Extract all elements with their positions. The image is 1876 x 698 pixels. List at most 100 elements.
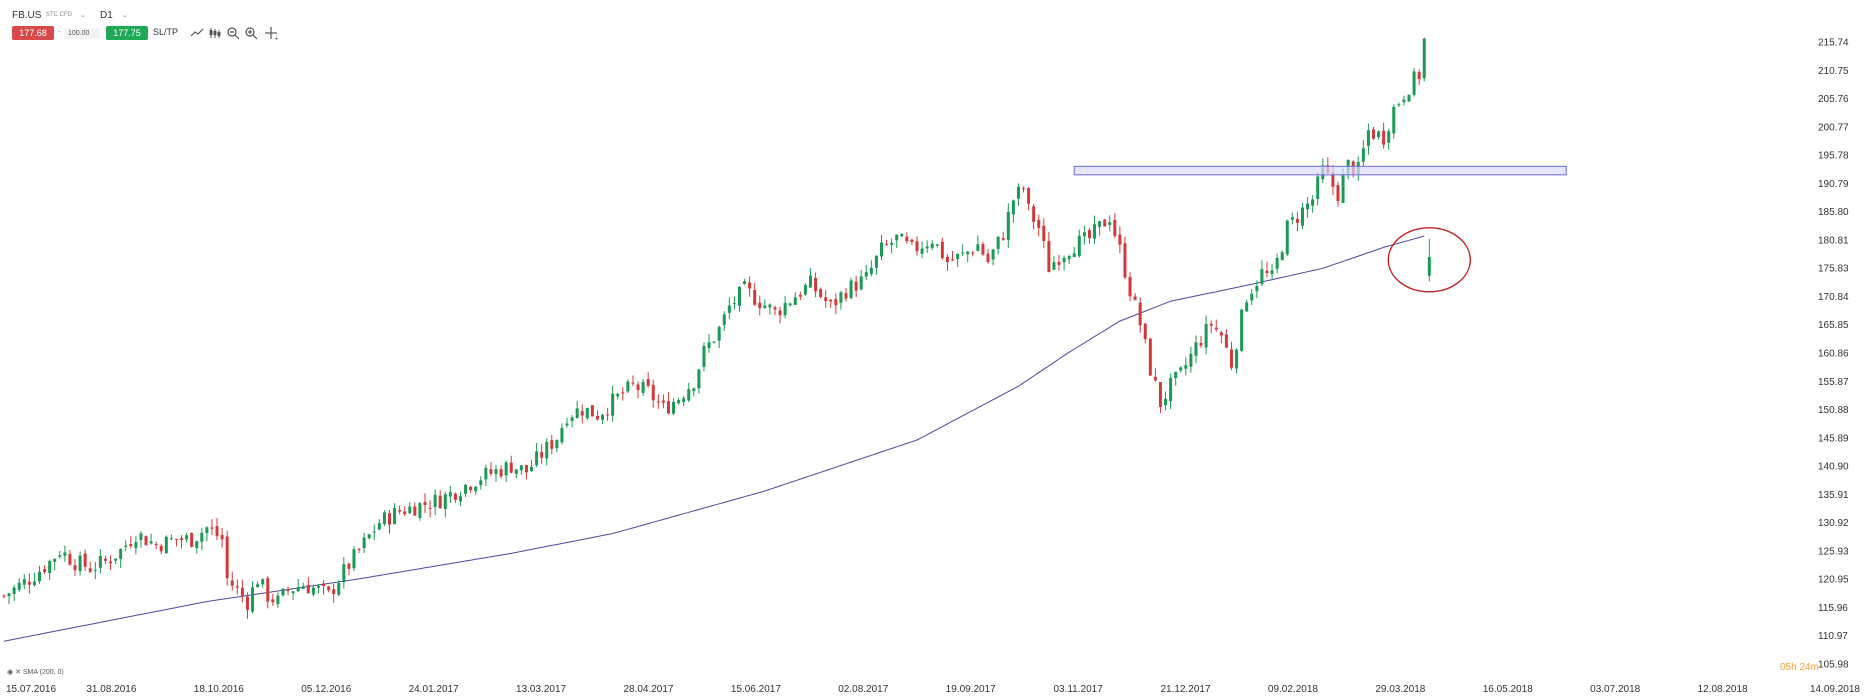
candle-body <box>332 589 336 595</box>
zoom-in-icon[interactable] <box>244 26 258 40</box>
candle-body <box>1295 218 1299 223</box>
volume-decrease-icon[interactable]: - <box>58 27 61 36</box>
candle-body <box>514 469 518 474</box>
candle-body <box>829 299 833 302</box>
candle-body <box>1047 240 1051 273</box>
x-tick-label: 31.08.2016 <box>86 684 136 695</box>
candle-body <box>839 292 843 303</box>
candle-body <box>1133 296 1137 300</box>
candle-body <box>1189 353 1193 367</box>
y-tick-label: 180.81 <box>1818 235 1849 246</box>
candle-body <box>585 407 589 419</box>
candle-body <box>271 599 275 603</box>
candle-body <box>1392 106 1396 134</box>
x-tick-label: 28.04.2017 <box>623 684 673 695</box>
candle-body <box>306 584 310 594</box>
candle-body <box>864 272 868 277</box>
crosshair-icon[interactable] <box>264 26 278 40</box>
sell-price-button[interactable]: 177.68 <box>12 26 54 40</box>
candle-body <box>180 538 184 541</box>
x-tick-label: 05.12.2016 <box>301 684 351 695</box>
volume-input[interactable]: 100.00 <box>64 28 100 39</box>
buy-price-button[interactable]: 177.75 <box>106 26 148 40</box>
candle-body <box>940 241 944 259</box>
line-chart-icon[interactable] <box>190 26 204 40</box>
y-tick-label: 125.93 <box>1818 546 1849 557</box>
candles-icon[interactable] <box>208 26 222 40</box>
candle-body <box>464 484 468 494</box>
timeframe-chevron-icon[interactable]: ⌄ <box>122 12 128 19</box>
candle-body <box>763 305 767 308</box>
chart-toolbar: FB.US STC CFD ⌄ D1 ⌄ 177.68 - 100.00 177… <box>0 0 600 46</box>
candle-body <box>717 327 721 341</box>
y-tick-label: 140.90 <box>1818 462 1849 473</box>
candle-body <box>606 414 610 416</box>
candle-body <box>590 405 594 417</box>
x-tick-label: 13.03.2017 <box>516 684 566 695</box>
candle-body <box>276 595 280 605</box>
candle-body <box>885 243 889 245</box>
x-tick-label: 15.07.2016 <box>6 684 56 695</box>
candle-body <box>1245 302 1249 312</box>
candle-body <box>1001 238 1005 240</box>
symbol-dropdown-chevron-icon[interactable]: ⌄ <box>80 12 86 19</box>
candle-body <box>1407 94 1411 102</box>
candle-body <box>661 400 665 403</box>
candle-body <box>53 558 57 562</box>
symbol-label[interactable]: FB.US <box>12 10 42 21</box>
candle-body <box>403 511 407 515</box>
eye-icon[interactable]: ◉ <box>7 669 14 676</box>
x-tick-label: 15.06.2017 <box>731 684 781 695</box>
candle-body <box>925 246 929 249</box>
candle-body <box>281 588 285 596</box>
sltp-button[interactable]: SL/TP <box>153 27 179 37</box>
candle-timer: 05h 24m <box>1780 662 1819 673</box>
x-tick-label: 12.08.2018 <box>1698 684 1748 695</box>
candle-body <box>2 595 6 597</box>
candle-body <box>666 401 670 414</box>
candle-body <box>560 428 564 443</box>
x-tick-label: 18.10.2016 <box>194 684 244 695</box>
candle-body <box>1158 382 1162 407</box>
candle-body <box>469 486 473 491</box>
candle-body <box>636 384 640 391</box>
candle-body <box>453 493 457 500</box>
candle-body <box>1260 269 1264 284</box>
candle-body <box>1336 185 1340 202</box>
zoom-out-icon[interactable] <box>226 26 240 40</box>
timeframe-selector[interactable]: D1 <box>100 10 113 21</box>
candle-body <box>895 234 899 241</box>
close-icon[interactable]: ✕ <box>15 669 21 676</box>
candle-body <box>687 389 691 401</box>
candle-body <box>296 587 300 592</box>
candle-body <box>438 495 442 509</box>
candle-body <box>869 267 873 274</box>
candle-body <box>387 513 391 525</box>
candle-body <box>631 382 635 384</box>
candle-layer <box>2 37 1431 619</box>
candle-body <box>722 314 726 325</box>
candle-body <box>530 466 534 472</box>
candle-body <box>22 579 26 585</box>
candle-body <box>768 304 772 308</box>
candle-body <box>1412 71 1416 95</box>
candle-body <box>109 561 113 564</box>
candle-body <box>580 411 584 416</box>
candle-body <box>1366 130 1370 146</box>
candle-body <box>382 512 386 525</box>
candle-body <box>1209 323 1213 326</box>
candle-body <box>1300 207 1304 226</box>
candle-body <box>398 509 402 512</box>
candle-body <box>879 242 883 257</box>
candle-body <box>1255 285 1259 292</box>
indicator-legend[interactable]: ◉ ✕ SMA (200, 0) <box>7 668 64 676</box>
x-tick-label: 02.08.2017 <box>838 684 888 695</box>
candle-body <box>266 578 270 602</box>
candle-body <box>129 544 133 547</box>
candle-body <box>854 281 858 291</box>
candle-body <box>1113 220 1117 236</box>
candle-body <box>601 414 605 420</box>
candle-body <box>1285 220 1289 255</box>
candle-body <box>986 253 990 262</box>
